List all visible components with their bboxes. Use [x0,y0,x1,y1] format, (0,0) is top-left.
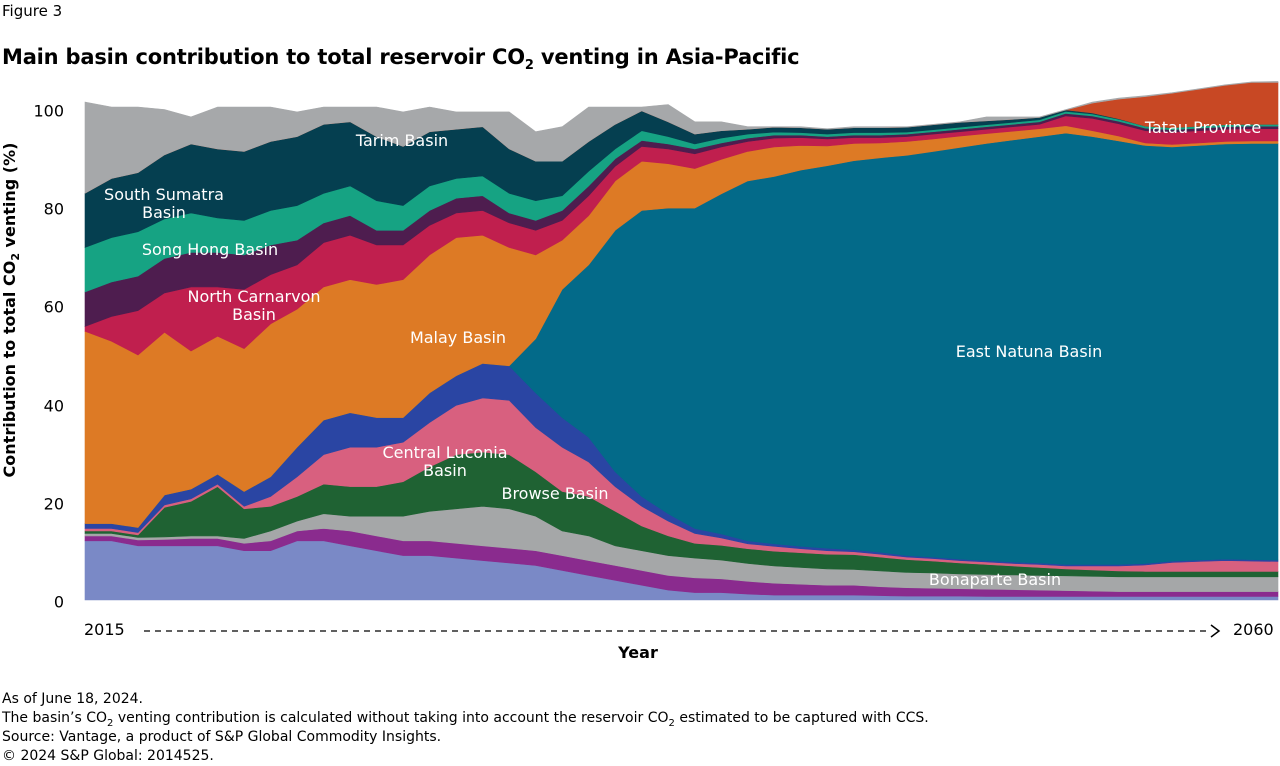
x-start-label: 2015 [84,620,125,639]
label-central-luconia-basin: Central Luconia [382,443,507,462]
footer-note: The basin’s CO2 venting contribution is … [2,710,929,729]
label-central-luconia-basin-line2: Basin [423,461,467,480]
chart-title-subscript: 2 [524,58,534,74]
label-tarim-basin: Tarim Basin [355,131,448,150]
x-axis-label: Year [618,643,658,662]
footer-note-start: The basin’s CO [2,710,107,726]
label-malay-basin: Malay Basin [410,328,506,347]
y-tick-label: 80 [43,199,64,219]
label-south-sumatra-basin-line2: Basin [142,203,186,222]
y-tick-label: 0 [53,592,64,612]
figure-label: Figure 3 [2,2,63,20]
label-bonaparte-basin: Bonaparte Basin [929,570,1061,589]
label-north-carnarvon-basin-line2: Basin [232,305,276,324]
label-north-carnarvon-basin: North Carnarvon [187,287,320,306]
chart-title-end: venting in Asia-Pacific [533,45,800,69]
label-tatau-province: Tatau Province [1144,118,1261,137]
footer-note-subscript-2: 2 [668,717,675,729]
label-east-natuna-basin: East Natuna Basin [956,342,1103,361]
x-end-label: 2060 [1233,620,1274,639]
label-browse-basin: Browse Basin [501,484,608,503]
chart-title: Main basin contribution to total reservo… [2,45,800,74]
footer-source: Source: Vantage, a product of S&P Global… [2,729,442,745]
area-other [84,81,1279,194]
x-axis-arrow [144,624,1221,638]
footer-note-middle: venting contribution is calculated witho… [113,710,669,726]
label-south-sumatra-basin: South Sumatra [104,185,224,204]
footer-copyright: © 2024 S&P Global: 2014525. [2,748,214,764]
y-tick-label: 60 [43,297,64,317]
footer-as-of: As of June 18, 2024. [2,691,143,707]
footer-note-subscript-1: 2 [107,717,114,729]
label-song-hong-basin: Song Hong Basin [142,240,278,259]
footer-note-end: estimated to be captured with CCS. [674,710,929,726]
chart-title-main: Main basin contribution to total reservo… [2,45,525,69]
y-tick-label: 20 [43,494,64,514]
y-tick-label: 40 [43,396,64,416]
series-labels: Tarim Basin South Sumatra Basin Song Hon… [104,118,1261,589]
y-tick-label: 100 [33,101,64,121]
chart-areas [84,81,1279,601]
